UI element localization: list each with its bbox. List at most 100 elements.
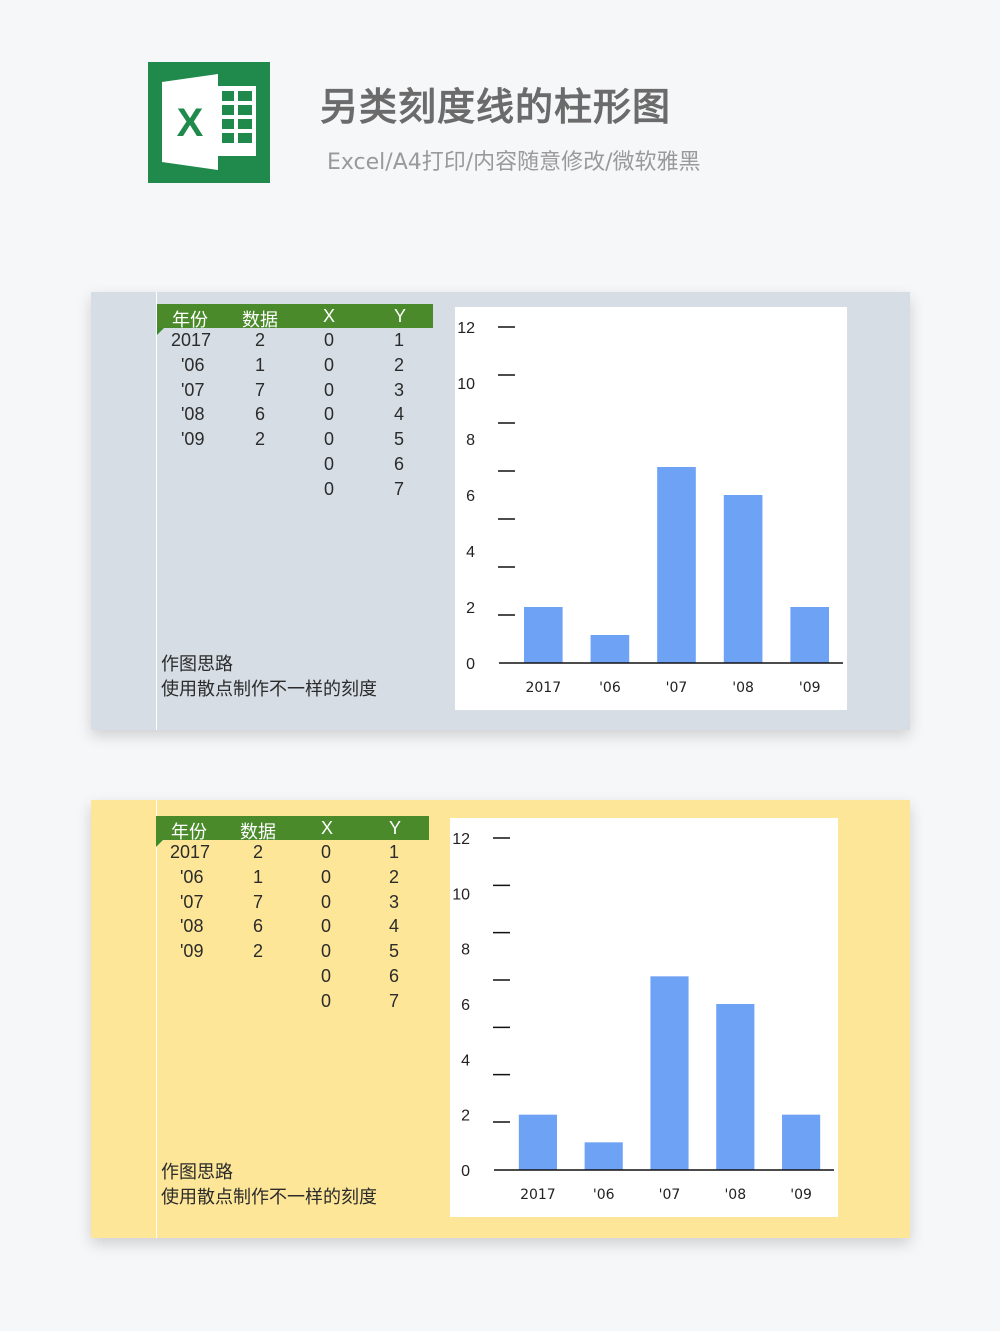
cell-data[interactable]: 6 xyxy=(255,404,266,425)
y-tick-label: 0 xyxy=(461,1163,470,1180)
x-tick-label: '08 xyxy=(724,1187,746,1203)
cell-y[interactable]: 7 xyxy=(394,478,405,499)
cell-x[interactable]: 0 xyxy=(324,404,335,425)
cell-x[interactable]: 0 xyxy=(321,941,332,962)
cell-y[interactable]: 1 xyxy=(394,330,405,350)
cell-y[interactable]: 5 xyxy=(394,429,405,450)
cell-year[interactable]: '09 xyxy=(180,941,204,962)
y-tick-label: 2 xyxy=(461,1108,470,1125)
cell-year[interactable]: '06 xyxy=(180,866,204,887)
cell-data[interactable]: 2 xyxy=(255,330,266,350)
cell-data[interactable]: 1 xyxy=(255,354,266,375)
notes-title[interactable]: 作图思路 xyxy=(161,654,233,675)
cell-x[interactable]: 0 xyxy=(324,379,335,400)
cell-data[interactable]: 2 xyxy=(253,941,264,962)
notes-body[interactable]: 使用散点制作不一样的刻度 xyxy=(161,679,377,700)
bar xyxy=(782,1114,821,1170)
cell-year[interactable]: 2017 xyxy=(171,330,212,350)
cell-x[interactable]: 0 xyxy=(324,453,335,474)
cell-x[interactable]: 0 xyxy=(324,330,335,350)
cell-x[interactable]: 0 xyxy=(321,916,332,937)
cell-y[interactable]: 2 xyxy=(389,866,400,887)
worksheet-panel-blue: 年份 数据 X Y 2017 2 0 1'06 1 0 2'07 7 0 3'08 6 0 4'09 2 0… xyxy=(91,292,910,730)
cell-x[interactable]: 0 xyxy=(324,354,335,375)
cell-x[interactable]: 0 xyxy=(321,965,332,986)
notes-title[interactable]: 作图思路 xyxy=(161,1162,233,1183)
notes: 作图思路 使用散点制作不一样的刻度 xyxy=(161,1160,377,1210)
y-tick-label: 6 xyxy=(466,488,475,505)
y-tick-label: 12 xyxy=(452,831,470,848)
data-table: 年份 数据 X Y 2017 2 0 1'06 1 0 2'07 7 0 3'08 6 0 4'09 2 0… xyxy=(156,816,429,1014)
cell-y[interactable]: 6 xyxy=(394,453,405,474)
cell-x[interactable]: 0 xyxy=(324,478,335,499)
table-row: '06 1 0 2 xyxy=(157,353,433,378)
header-data[interactable]: 数据 xyxy=(242,310,278,330)
cell-data[interactable]: 2 xyxy=(253,842,264,862)
data-table: 年份 数据 X Y 2017 2 0 1'06 1 0 2'07 7 0 3'08 6 0 4'09 2 0… xyxy=(157,304,433,502)
table-row: '07 7 0 3 xyxy=(157,378,433,403)
cell-data[interactable]: 1 xyxy=(253,866,264,887)
bar xyxy=(518,1114,557,1170)
y-tick-label: 2 xyxy=(466,600,475,617)
cell-data[interactable]: 6 xyxy=(253,916,264,937)
x-tick-label: '07 xyxy=(659,1187,681,1203)
table-row: '08 6 0 4 xyxy=(157,402,433,427)
cell-x[interactable]: 0 xyxy=(321,891,332,912)
cell-year[interactable]: '07 xyxy=(181,379,205,400)
y-tick-label: 6 xyxy=(461,997,470,1014)
cell-year[interactable]: '08 xyxy=(180,916,204,937)
cell-data[interactable]: 2 xyxy=(255,429,266,450)
cell-year[interactable]: '09 xyxy=(181,429,205,450)
y-tick-label: 10 xyxy=(457,376,475,393)
x-tick-label: 2017 xyxy=(525,680,561,696)
cell-y[interactable]: 5 xyxy=(389,941,400,962)
header-x[interactable]: X xyxy=(321,818,334,838)
cell-y[interactable]: 2 xyxy=(394,354,405,375)
cell-data[interactable]: 7 xyxy=(253,891,264,912)
table-row: '07 7 0 3 xyxy=(156,890,429,915)
cell-x[interactable]: 0 xyxy=(321,990,332,1011)
bar xyxy=(657,467,696,663)
bar-chart[interactable]: 0 2 4 6 8 10 12 2017 '06 '07 '08 '09 xyxy=(450,818,838,1217)
cell-x[interactable]: 0 xyxy=(321,866,332,887)
cell-y[interactable]: 4 xyxy=(389,916,400,937)
cell-y[interactable]: 1 xyxy=(389,842,400,862)
cell-year[interactable]: '08 xyxy=(181,404,205,425)
worksheet-panel-yellow: 年份 数据 X Y 2017 2 0 1'06 1 0 2'07 7 0 3'08 6 0 4'09 2 0… xyxy=(91,800,910,1238)
cell-year[interactable]: 2017 xyxy=(170,842,211,862)
cell-y[interactable]: 4 xyxy=(394,404,405,425)
cell-y[interactable]: 3 xyxy=(394,379,405,400)
header-y[interactable]: Y xyxy=(389,818,402,838)
table-row: '09 2 0 5 xyxy=(157,427,433,452)
page-title: 另类刻度线的柱形图 xyxy=(320,85,672,129)
column-divider xyxy=(156,800,157,1238)
bar-chart-svg: 0 2 4 6 8 10 12 2017 '06 '07 '08 '09 xyxy=(452,831,834,1203)
table-row: 2017 2 0 1 xyxy=(157,328,433,353)
y-tick-label: 8 xyxy=(461,942,470,959)
header-year[interactable]: 年份 xyxy=(172,310,208,330)
cell-y[interactable]: 7 xyxy=(389,990,400,1011)
bar-chart[interactable]: 0 2 4 6 8 10 12 2017 '06 '07 '08 '09 xyxy=(455,307,847,710)
notes: 作图思路 使用散点制作不一样的刻度 xyxy=(161,652,377,702)
cell-y[interactable]: 3 xyxy=(389,891,400,912)
notes-body[interactable]: 使用散点制作不一样的刻度 xyxy=(161,1187,377,1208)
cell-x[interactable]: 0 xyxy=(324,429,335,450)
cell-y[interactable]: 6 xyxy=(389,965,400,986)
x-tick-label: '09 xyxy=(799,680,821,696)
logo-letter: X xyxy=(177,101,204,145)
cell-year[interactable]: '07 xyxy=(180,891,204,912)
header-x[interactable]: X xyxy=(323,306,336,326)
table-row: '06 1 0 2 xyxy=(156,865,429,890)
header-year[interactable]: 年份 xyxy=(171,822,207,842)
table-header: 年份 数据 X Y xyxy=(157,304,433,330)
y-tick-label: 0 xyxy=(466,656,475,673)
header-data[interactable]: 数据 xyxy=(240,822,276,842)
header-y[interactable]: Y xyxy=(394,306,407,326)
cell-x[interactable]: 0 xyxy=(321,842,332,862)
y-tick-label: 12 xyxy=(457,320,475,337)
cell-data[interactable]: 7 xyxy=(255,379,266,400)
cell-year[interactable]: '06 xyxy=(181,354,205,375)
